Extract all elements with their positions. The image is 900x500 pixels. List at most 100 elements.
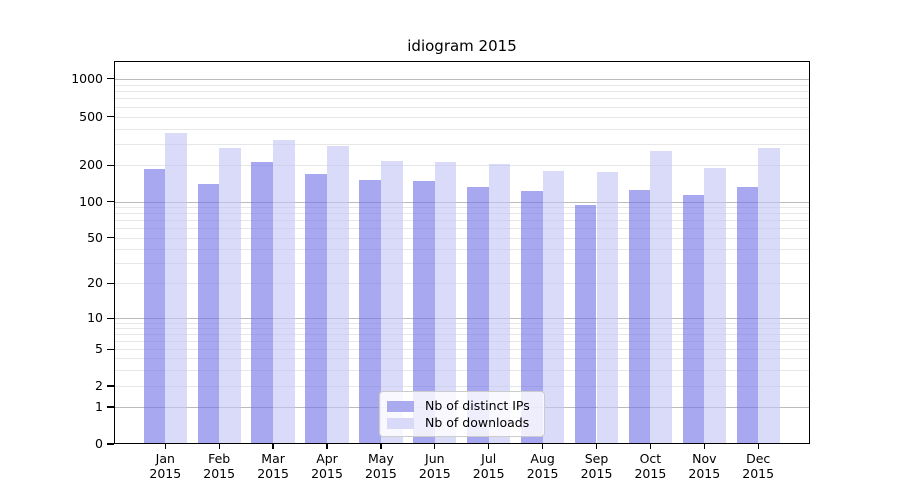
gridline-minor [115,228,809,230]
x-tick [380,444,382,449]
bar-distinct-ips-mar [251,161,274,443]
y-tick [107,385,114,387]
y-tick-label: 200 [79,157,103,173]
gridline-minor [115,220,809,222]
x-tick-label-apr: Apr 2015 [311,451,343,481]
x-tick-label-sep: Sep 2015 [580,451,613,481]
bar-distinct-ips-may [359,180,381,443]
gridline-minor [115,349,809,351]
bar-downloads-sep [596,172,619,443]
bar-distinct-ips-jun [413,181,435,443]
legend-label-downloads: Nb of downloads [425,415,530,430]
bar-downloads-feb [219,148,241,443]
bar-downloads-aug [542,170,565,443]
bar-downloads-oct [650,151,673,443]
y-tick [107,443,114,445]
gridline-minor [115,323,809,324]
x-tick [326,444,328,449]
y-tick-label: 5 [95,341,103,357]
y-tick [107,406,114,408]
y-tick [107,200,114,203]
bar-distinct-ips-feb [197,183,220,443]
gridline-minor [115,165,809,167]
legend-label-distinct-ips: Nb of distinct IPs [425,398,530,413]
x-tick-label-aug: Aug 2015 [526,451,559,481]
x-tick-label-feb: Feb 2015 [203,451,236,481]
y-tick-label: 0 [95,436,103,451]
x-tick-label-oct: Oct 2015 [634,451,667,481]
x-tick-label-jun: Jun 2015 [418,451,451,481]
y-tick [107,317,114,319]
gridline-minor [115,386,809,387]
gridline-minor [115,237,809,239]
x-tick [218,444,220,449]
y-tick-label: 50 [87,229,103,245]
x-tick [649,444,652,449]
x-tick-label-nov: Nov 2015 [688,451,721,481]
x-tick [541,444,544,449]
legend: Nb of distinct IPs Nb of downloads [379,391,545,437]
gridline-minor [115,128,809,130]
x-tick [434,444,436,449]
gridline-minor [115,106,809,108]
gridline-minor [115,143,809,145]
x-tick-label-dec: Dec 2015 [742,451,775,481]
bar-distinct-ips-oct [628,189,651,443]
y-tick-label: 1000 [71,70,103,86]
plot-area: Nb of distinct IPs Nb of downloads [114,61,810,444]
gridline-minor [115,283,809,285]
bar-distinct-ips-jul [467,187,489,443]
x-tick [595,444,598,449]
gridline-minor [115,341,809,343]
x-tick-label-jan: Jan 2015 [149,451,182,481]
gridline-minor [115,207,809,208]
gridline-minor [115,248,809,250]
x-tick [757,444,759,449]
x-tick-label-jul: Jul 2015 [472,451,505,481]
gridline-minor [115,213,809,215]
x-tick-label-mar: Mar 2015 [257,451,289,481]
legend-item-downloads: Nb of downloads [387,415,537,431]
bar-distinct-ips-nov [682,194,705,443]
legend-swatch-distinct-ips [387,400,414,412]
gridline-minor [115,263,809,265]
gridline-major [115,78,809,80]
y-tick [107,282,114,284]
bar-downloads-jun [434,161,457,443]
y-tick [107,78,114,80]
bar-distinct-ips-dec [736,187,759,443]
x-tick [488,444,490,449]
y-tick [107,237,114,239]
bar-distinct-ips-apr [305,173,327,443]
y-tick [107,116,114,118]
y-tick [107,164,114,166]
gridline-major [115,318,809,320]
legend-item-distinct-ips: Nb of distinct IPs [387,398,537,414]
bar-downloads-nov [704,168,726,443]
gridline-minor [115,116,809,118]
bar-distinct-ips-aug [520,190,543,443]
bar-downloads-jul [488,164,511,443]
gridline-minor [115,91,809,92]
legend-swatch-downloads [387,417,414,429]
bar-downloads-apr [327,145,349,443]
chart-title: idiogram 2015 [407,37,517,55]
bar-downloads-dec [758,148,780,443]
x-tick [164,444,166,449]
x-tick [272,444,274,449]
x-tick [703,444,705,449]
gridline-minor [115,369,809,371]
y-tick-label: 10 [87,310,103,326]
bar-downloads-may [380,160,403,443]
gridline-major [115,201,809,203]
gridline-minor [115,328,809,330]
gridline-minor [115,84,809,86]
gridline-minor [115,98,809,100]
y-tick-label: 500 [79,108,103,124]
bar-distinct-ips-jan [143,169,166,443]
y-tick-label: 1 [95,399,103,414]
gridline-minor [115,334,809,336]
bar-distinct-ips-sep [574,205,597,443]
y-tick-label: 100 [79,193,103,209]
